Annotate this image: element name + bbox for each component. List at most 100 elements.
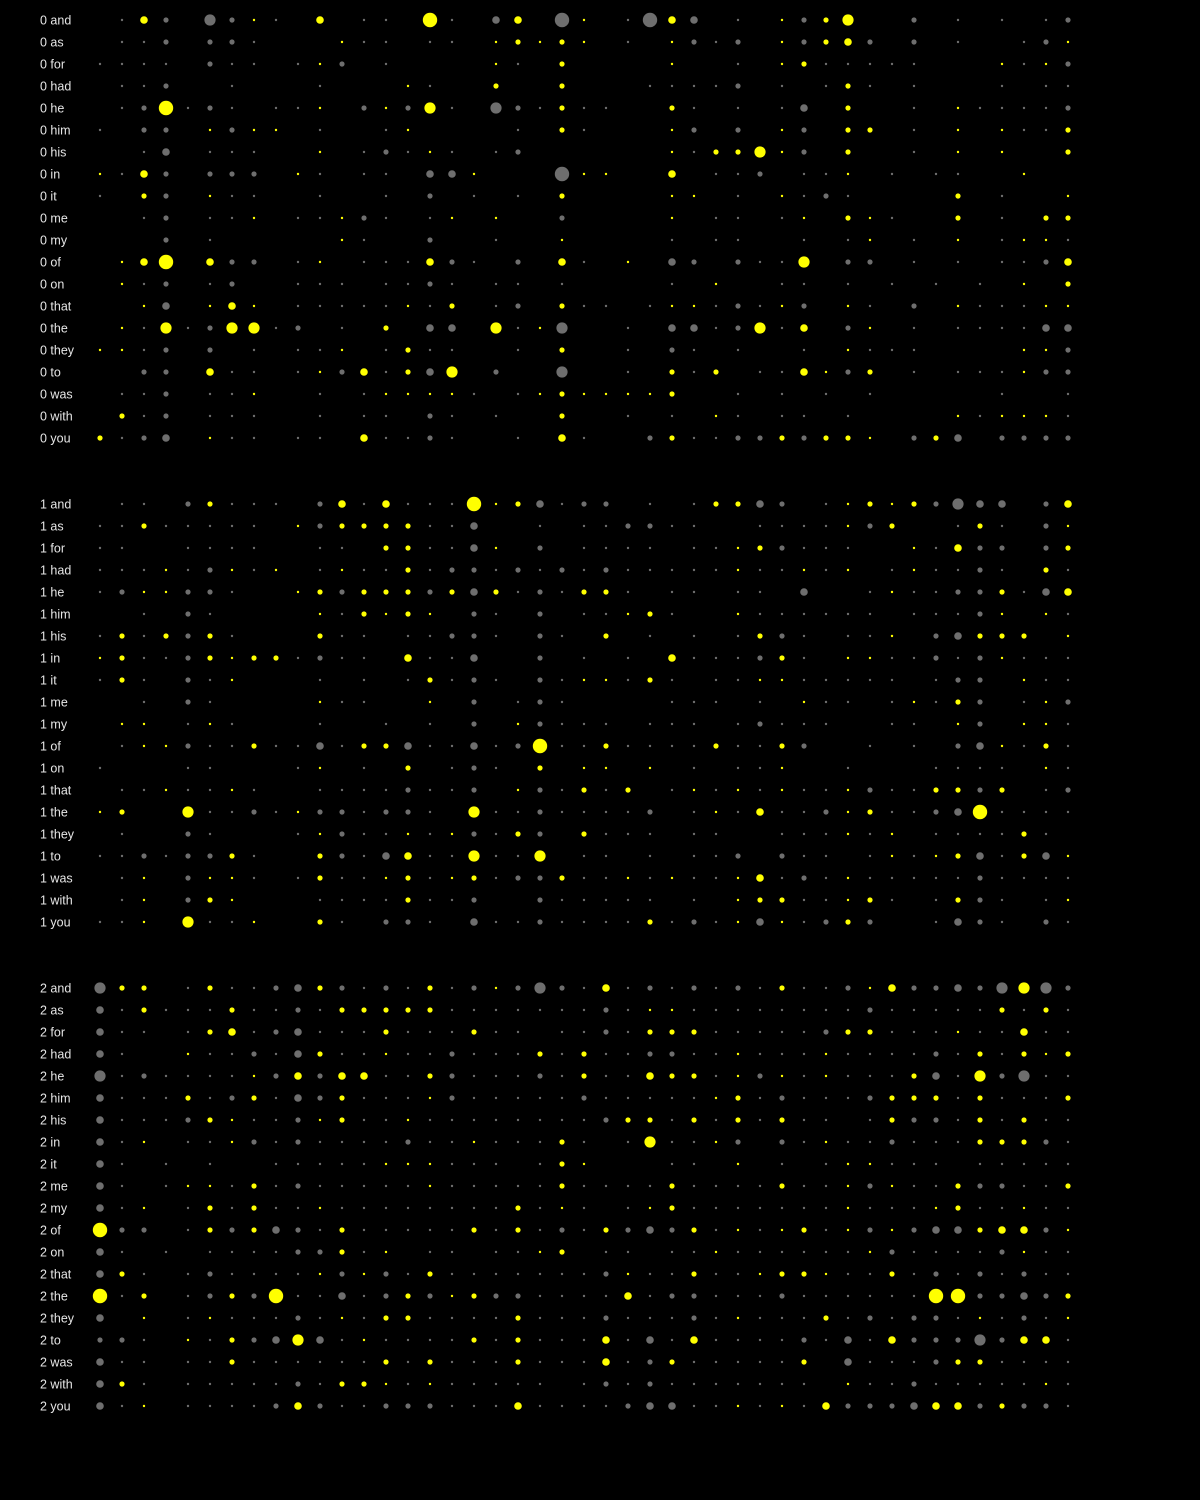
dot-mark [780, 1162, 784, 1166]
dot-mark [714, 920, 718, 924]
dot-mark [956, 1250, 960, 1254]
dot-mark [912, 260, 916, 264]
dot-mark [647, 435, 653, 441]
dot-mark [735, 259, 741, 265]
dot-mark [1066, 1030, 1070, 1034]
dot-mark [360, 1072, 368, 1080]
dot-mark [736, 1316, 740, 1320]
dot-mark [1044, 678, 1048, 682]
dot-mark [560, 1272, 564, 1276]
dot-mark [670, 1118, 674, 1122]
dot-mark [779, 545, 785, 551]
dot-mark [824, 1338, 828, 1342]
dot-mark [912, 788, 916, 792]
dot-mark [296, 590, 300, 594]
dot-mark [515, 39, 521, 45]
dot-mark [272, 1226, 280, 1234]
dot-mark [603, 589, 609, 595]
dot-mark [846, 832, 850, 836]
dot-mark [318, 216, 322, 220]
dot-mark [779, 1293, 785, 1299]
dot-mark [670, 1250, 674, 1254]
dot-mark [582, 656, 586, 660]
dot-mark [955, 193, 961, 199]
dot-mark [582, 1118, 586, 1122]
dot-mark [470, 742, 478, 750]
dot-mark [999, 1337, 1005, 1343]
dot-mark [736, 18, 740, 22]
dot-mark [692, 1008, 696, 1012]
dot-mark [252, 1030, 256, 1034]
dot-mark [644, 1136, 656, 1148]
dot-mark [999, 1073, 1005, 1079]
dot-mark [824, 172, 828, 176]
dot-mark [230, 370, 234, 374]
dot-mark [911, 39, 917, 45]
dot-mark [1000, 854, 1004, 858]
dot-mark [780, 612, 784, 616]
dot-mark [779, 1271, 785, 1277]
dot-mark [516, 1272, 520, 1276]
dot-mark [801, 61, 807, 67]
dot-mark [1066, 1316, 1070, 1320]
dot-mark [559, 567, 565, 573]
row-label: 0 they [40, 344, 75, 358]
dot-mark [560, 1360, 564, 1364]
dot-mark [406, 150, 410, 154]
dot-mark [142, 1316, 146, 1320]
dot-mark [801, 1337, 807, 1343]
dot-mark [163, 193, 169, 199]
dot-mark [142, 1206, 146, 1210]
dot-mark [581, 831, 587, 837]
dot-mark [274, 810, 278, 814]
dot-mark [230, 568, 234, 572]
dot-mark [1022, 1008, 1026, 1012]
dot-mark [911, 1227, 917, 1233]
dot-mark [692, 84, 696, 88]
dot-mark [802, 1184, 806, 1188]
dot-mark [163, 83, 169, 89]
dot-mark [208, 1382, 212, 1386]
dot-mark [669, 1051, 675, 1057]
dot-mark [494, 810, 498, 814]
dot-mark [538, 392, 542, 396]
dot-mark [450, 1360, 454, 1364]
dot-mark [954, 1226, 962, 1234]
dot-mark [339, 1381, 345, 1387]
dot-mark [516, 128, 520, 132]
dot-mark [494, 1140, 498, 1144]
dot-mark [846, 678, 850, 682]
dot-mark [846, 700, 850, 704]
dot-mark [845, 435, 851, 441]
dot-mark [758, 1338, 762, 1342]
dot-mark [977, 677, 983, 683]
row-label: 2 it [40, 1158, 57, 1172]
dot-mark [648, 854, 652, 858]
dot-mark [780, 920, 784, 924]
dot-mark [340, 1162, 344, 1166]
dot-mark [647, 1051, 653, 1057]
dot-mark [274, 1118, 278, 1122]
dot-mark [1066, 1162, 1070, 1166]
dot-mark [1022, 62, 1026, 66]
dot-mark [956, 128, 960, 132]
dot-mark [230, 436, 234, 440]
dot-mark [780, 62, 784, 66]
dot-mark [449, 567, 455, 573]
dot-mark [581, 1051, 587, 1057]
dot-mark [120, 854, 124, 858]
dot-mark [867, 369, 873, 375]
dot-mark [98, 854, 102, 858]
dot-mark [427, 1271, 433, 1277]
dot-mark [1044, 1030, 1048, 1034]
dot-mark [736, 612, 740, 616]
dot-mark [274, 502, 278, 506]
dot-mark [252, 502, 256, 506]
dot-mark [382, 500, 390, 508]
dot-mark [494, 832, 498, 836]
dot-mark [515, 105, 521, 111]
dot-mark [692, 370, 696, 374]
dot-mark [164, 1074, 168, 1078]
dot-mark [274, 1206, 278, 1210]
dot-mark [1065, 347, 1071, 353]
